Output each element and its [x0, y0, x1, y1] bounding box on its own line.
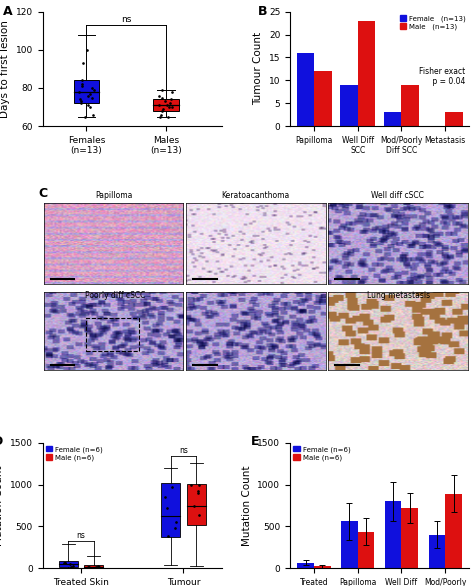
Legend: Female   (n=13), Male   (n=13): Female (n=13), Male (n=13) — [400, 15, 466, 30]
Bar — [341, 522, 358, 568]
Text: Lung metastasis: Lung metastasis — [367, 291, 430, 301]
Text: A: A — [3, 5, 13, 18]
Y-axis label: Tumour Count: Tumour Count — [253, 32, 263, 105]
Y-axis label: Mutation Count: Mutation Count — [0, 465, 4, 546]
Bar — [298, 563, 314, 568]
Bar — [401, 85, 419, 126]
Text: B: B — [258, 5, 267, 18]
Bar — [385, 501, 401, 568]
Text: D: D — [0, 435, 3, 448]
Text: ns: ns — [77, 531, 85, 540]
Text: Keratoacanthoma: Keratoacanthoma — [222, 191, 290, 200]
Bar — [74, 80, 99, 103]
Legend: Female (n=6), Male (n=6): Female (n=6), Male (n=6) — [293, 446, 350, 461]
Text: C: C — [38, 187, 47, 200]
Text: ns: ns — [121, 15, 131, 24]
Bar — [154, 100, 179, 111]
Text: E: E — [251, 435, 259, 448]
Y-axis label: Mutation Count: Mutation Count — [242, 465, 252, 546]
Bar — [445, 113, 463, 126]
Bar — [358, 21, 375, 126]
Legend: Female (n=6), Male (n=6): Female (n=6), Male (n=6) — [46, 446, 103, 461]
Bar — [445, 494, 462, 568]
Bar — [384, 113, 401, 126]
Text: Well diff cSCC: Well diff cSCC — [372, 191, 424, 200]
Bar — [428, 535, 445, 568]
Bar — [187, 483, 206, 525]
Bar — [314, 566, 331, 568]
Bar — [161, 483, 180, 537]
Text: Fisher exact
 p = 0.04: Fisher exact p = 0.04 — [419, 67, 465, 86]
Bar — [358, 532, 374, 568]
Bar — [314, 71, 331, 126]
Text: Poorly diff cSCC: Poorly diff cSCC — [85, 291, 146, 301]
Text: Papilloma: Papilloma — [95, 191, 132, 200]
Bar — [59, 561, 78, 567]
Y-axis label: Days to first lesion: Days to first lesion — [0, 20, 10, 118]
Bar — [297, 53, 314, 126]
Text: ns: ns — [179, 446, 188, 455]
Bar — [401, 508, 418, 568]
Bar — [340, 85, 358, 126]
Bar — [85, 318, 139, 350]
Bar — [84, 565, 103, 568]
